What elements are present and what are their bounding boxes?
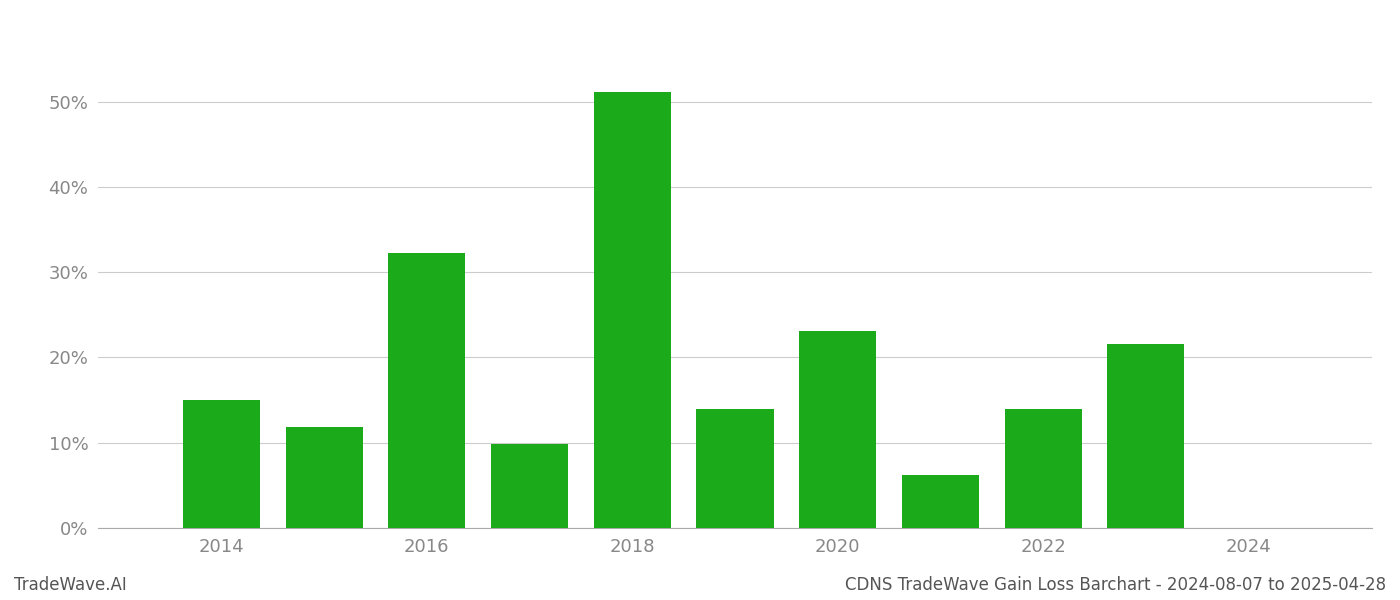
Bar: [1107, 344, 1184, 528]
Bar: [183, 400, 260, 528]
Bar: [388, 253, 465, 528]
Bar: [286, 427, 363, 528]
Bar: [696, 409, 774, 528]
Bar: [491, 443, 568, 528]
Bar: [594, 92, 671, 528]
Bar: [902, 475, 979, 528]
Text: CDNS TradeWave Gain Loss Barchart - 2024-08-07 to 2025-04-28: CDNS TradeWave Gain Loss Barchart - 2024…: [844, 576, 1386, 594]
Bar: [799, 331, 876, 528]
Bar: [1005, 409, 1082, 528]
Text: TradeWave.AI: TradeWave.AI: [14, 576, 127, 594]
